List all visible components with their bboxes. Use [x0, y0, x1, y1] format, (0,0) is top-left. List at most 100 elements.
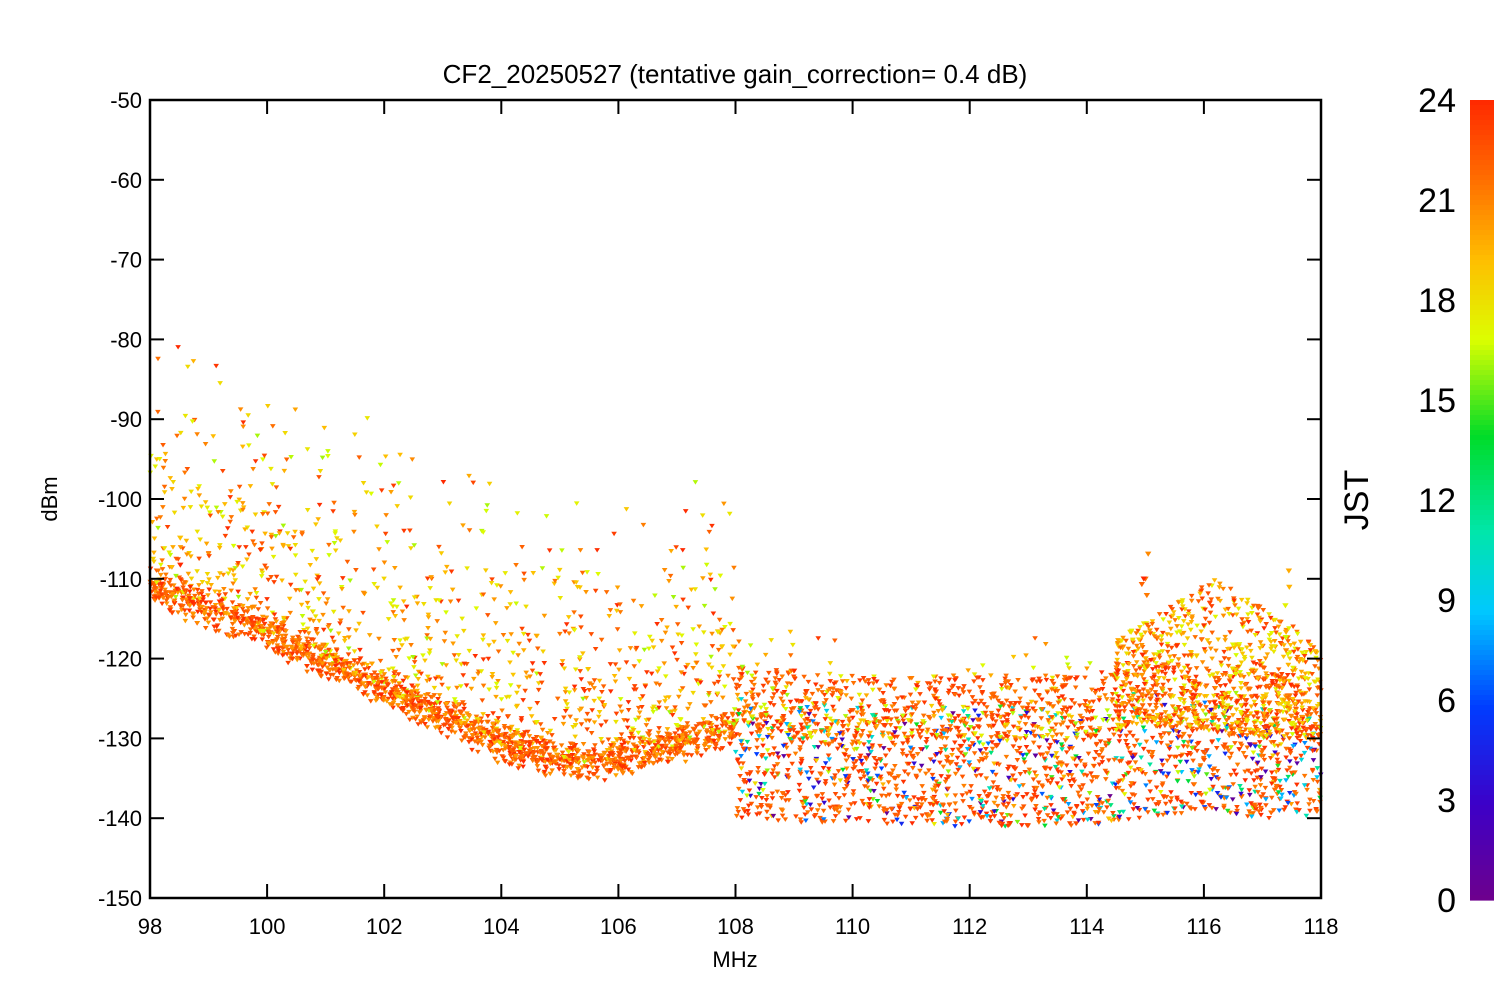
data-point: [458, 684, 464, 689]
data-point: [539, 727, 546, 733]
data-point: [1238, 743, 1245, 748]
data-point: [744, 771, 751, 777]
data-point: [1237, 783, 1243, 789]
data-point: [428, 707, 434, 713]
data-point: [1059, 694, 1066, 699]
data-point: [1237, 709, 1244, 715]
data-point: [259, 623, 265, 629]
data-point: [560, 754, 567, 760]
data-point: [955, 747, 962, 753]
data-point: [1280, 683, 1287, 688]
data-point: [156, 595, 162, 601]
data-point: [547, 771, 554, 777]
data-point: [397, 638, 403, 643]
data-point: [1173, 706, 1179, 712]
data-point: [414, 683, 421, 689]
data-point: [1195, 770, 1201, 775]
data-point: [1263, 803, 1269, 808]
data-point: [513, 563, 519, 568]
data-point: [836, 810, 842, 815]
data-point: [561, 715, 567, 721]
data-point: [588, 731, 595, 736]
data-point: [1041, 806, 1048, 812]
data-point: [1313, 806, 1319, 812]
data-point: [1272, 778, 1279, 783]
data-point: [738, 742, 745, 748]
data-point: [323, 671, 330, 677]
data-point: [1058, 732, 1065, 737]
data-point: [303, 643, 310, 649]
data-point: [898, 821, 905, 827]
data-point: [966, 763, 973, 768]
data-point: [351, 658, 358, 664]
data-point: [631, 631, 638, 636]
data-point: [292, 572, 299, 578]
data-point: [1126, 699, 1133, 704]
data-point: [978, 773, 984, 778]
data-point: [731, 707, 738, 712]
data-point: [763, 721, 770, 726]
data-point: [717, 747, 724, 752]
data-point: [775, 726, 781, 731]
data-point: [769, 735, 775, 741]
data-point: [845, 776, 852, 781]
data-point: [891, 686, 897, 692]
data-point: [790, 725, 797, 730]
data-point: [599, 689, 605, 695]
data-point: [690, 627, 696, 632]
data-point: [1292, 756, 1299, 762]
data-point: [221, 596, 228, 602]
data-point: [1281, 705, 1288, 710]
data-point: [1256, 809, 1262, 814]
data-point: [261, 617, 267, 623]
data-point: [640, 522, 647, 528]
data-point: [798, 761, 804, 766]
data-point: [693, 748, 700, 754]
data-point: [1168, 790, 1174, 795]
data-point: [207, 606, 214, 612]
data-point: [730, 628, 736, 633]
data-point: [766, 670, 772, 676]
data-point: [1178, 753, 1184, 759]
data-point: [881, 817, 888, 823]
data-point: [874, 798, 881, 804]
data-point: [916, 732, 923, 737]
data-point: [403, 699, 410, 705]
data-point: [732, 749, 739, 755]
data-point: [455, 702, 462, 707]
data-point: [804, 704, 811, 710]
data-point: [942, 747, 949, 753]
data-point: [1152, 690, 1159, 695]
data-point: [969, 741, 976, 746]
data-point: [943, 754, 950, 760]
data-point: [427, 586, 433, 591]
data-point: [606, 613, 613, 619]
data-point: [395, 703, 401, 708]
data-point: [341, 659, 347, 664]
data-point: [1077, 758, 1084, 764]
data-point: [1000, 802, 1007, 807]
data-point: [832, 773, 838, 778]
data-point: [749, 687, 756, 693]
data-point: [255, 617, 262, 622]
data-point: [175, 345, 181, 350]
data-point: [579, 765, 586, 770]
data-point: [681, 753, 687, 758]
data-point: [236, 497, 243, 503]
data-point: [1005, 767, 1011, 772]
data-point: [1130, 663, 1137, 669]
data-point: [802, 696, 809, 701]
data-point: [679, 633, 685, 638]
data-point: [726, 741, 733, 747]
data-point: [577, 669, 584, 674]
data-point: [965, 668, 971, 673]
data-point: [351, 649, 358, 654]
data-point: [581, 760, 588, 765]
data-point: [693, 724, 700, 729]
data-point: [385, 696, 392, 702]
data-point: [316, 597, 322, 602]
data-point: [901, 731, 908, 737]
data-point: [1173, 728, 1180, 734]
data-point: [501, 726, 508, 731]
data-point: [1096, 753, 1102, 758]
